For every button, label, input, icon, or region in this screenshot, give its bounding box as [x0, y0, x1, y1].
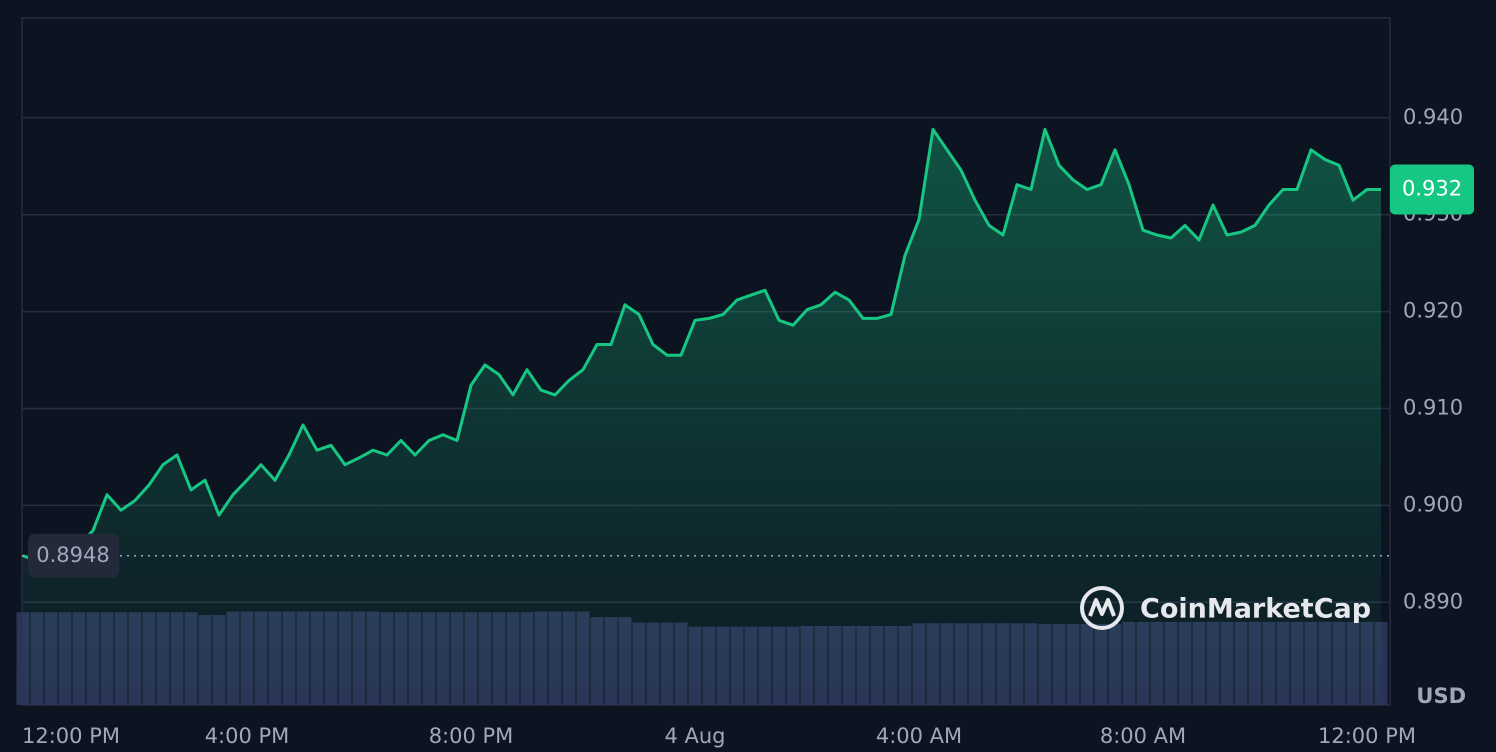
watermark-logo — [1080, 586, 1124, 630]
y-tick-label: 0.900 — [1403, 492, 1463, 516]
x-tick-label: 8:00 AM — [1100, 724, 1186, 748]
x-tick-label: 8:00 PM — [429, 724, 514, 748]
currency-label: USD — [1416, 684, 1466, 708]
price-line — [22, 127, 1390, 705]
price-area — [23, 129, 1381, 705]
x-tick-label: 4 Aug — [664, 724, 725, 748]
x-tick-label: 12:00 PM — [1318, 724, 1416, 748]
x-tick-label: 4:00 PM — [205, 724, 290, 748]
y-tick-label: 0.940 — [1403, 105, 1463, 129]
y-tick-label: 0.910 — [1403, 395, 1463, 419]
last-price-label: 0.932 — [1402, 177, 1462, 201]
y-tick-label: 0.890 — [1403, 589, 1463, 613]
reference-badge — [28, 533, 119, 578]
last-price-badge — [1390, 164, 1474, 215]
x-tick-label: 4:00 AM — [876, 724, 962, 748]
reference-label: 0.8948 — [36, 543, 109, 567]
watermark: CoinMarketCap — [1080, 586, 1371, 630]
price-line — [22, 127, 1381, 563]
watermark-logo-m — [1088, 598, 1116, 617]
watermark-text: CoinMarketCap — [1140, 594, 1371, 625]
y-tick-label: 0.920 — [1403, 299, 1463, 323]
x-tick-label: 12:00 PM — [22, 724, 120, 748]
